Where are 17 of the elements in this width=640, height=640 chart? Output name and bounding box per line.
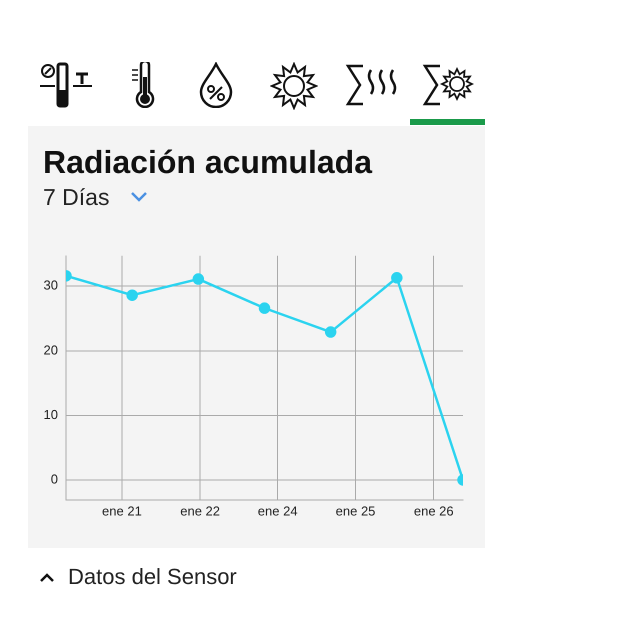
text: Datos del Sensor (68, 564, 237, 590)
x-tick-label: ene 26 (414, 503, 454, 518)
point (324, 326, 336, 338)
x-tick-label: ene 25 (336, 503, 376, 518)
chart-title: Radiación acumulada (43, 144, 372, 181)
point (126, 289, 138, 301)
x-tick-label: ene 21 (102, 503, 142, 518)
chart-subtitle: 7 Días (43, 184, 110, 211)
x-tick-label: ene 24 (258, 503, 298, 518)
y-tick-label: 30 (44, 278, 58, 293)
y-tick-label: 0 (50, 472, 58, 487)
y-tick-label: 10 (44, 406, 58, 422)
point (258, 302, 270, 314)
point (192, 273, 204, 285)
y-tick-label: 20 (44, 342, 58, 358)
point (391, 272, 403, 284)
x-tick-label: ene 22 (180, 503, 220, 518)
